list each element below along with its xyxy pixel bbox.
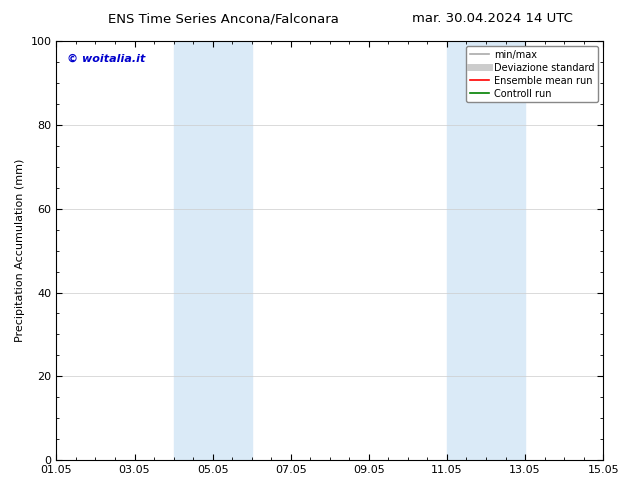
- Y-axis label: Precipitation Accumulation (mm): Precipitation Accumulation (mm): [15, 159, 25, 343]
- Bar: [174, 41, 252, 460]
- Legend: min/max, Deviazione standard, Ensemble mean run, Controll run: min/max, Deviazione standard, Ensemble m…: [466, 46, 598, 102]
- Text: mar. 30.04.2024 14 UTC: mar. 30.04.2024 14 UTC: [412, 12, 573, 25]
- Text: ENS Time Series Ancona/Falconara: ENS Time Series Ancona/Falconara: [108, 12, 339, 25]
- Text: © woitalia.it: © woitalia.it: [67, 53, 146, 64]
- Bar: [447, 41, 525, 460]
